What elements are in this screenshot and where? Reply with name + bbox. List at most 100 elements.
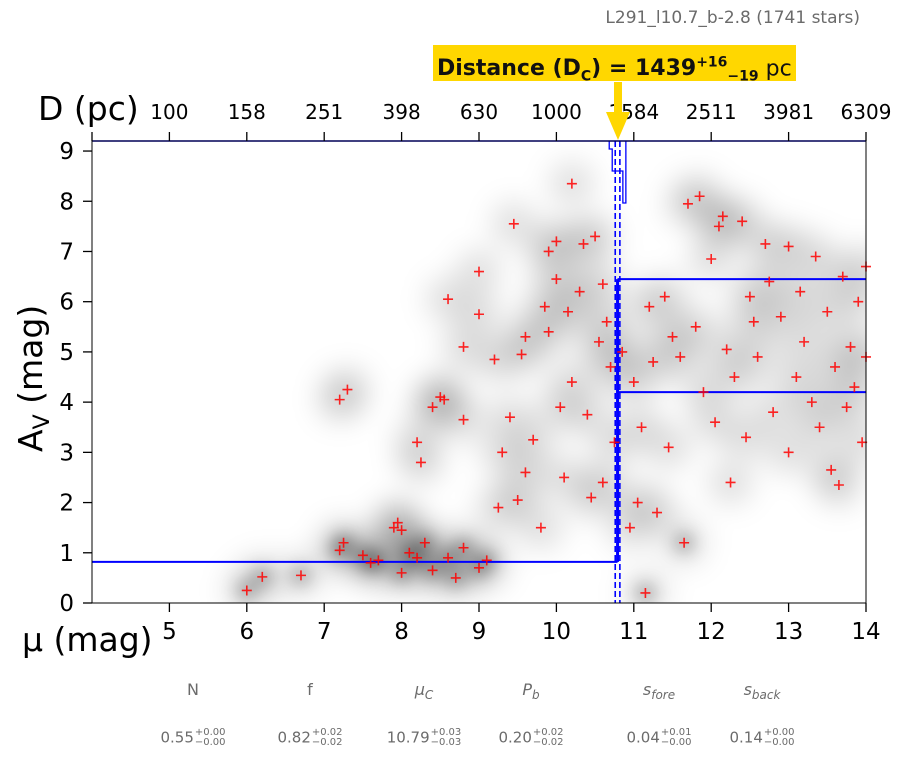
- star-point: [582, 409, 593, 420]
- star-point: [578, 238, 589, 249]
- x-axis-label: μ (mag): [22, 620, 153, 659]
- star-point: [636, 422, 647, 433]
- star-point: [439, 394, 450, 405]
- star-point: [334, 545, 345, 556]
- star-point: [404, 547, 415, 558]
- star-point: [443, 552, 454, 563]
- param-value: 10.79 +0.03 −0.03: [386, 727, 462, 748]
- star-point: [419, 537, 430, 548]
- top-tick-label: 100: [150, 100, 188, 124]
- star-point: [257, 571, 268, 582]
- star-point: [833, 479, 844, 490]
- star-point: [458, 341, 469, 352]
- param-value: 0.55 +0.00 −0.00: [160, 727, 226, 748]
- star-point: [810, 251, 821, 262]
- star-point: [551, 236, 562, 247]
- star-point: [493, 502, 504, 513]
- star-point: [365, 557, 376, 568]
- star-point: [481, 555, 492, 566]
- star-point: [795, 286, 806, 297]
- star-point: [721, 344, 732, 355]
- star-point: [520, 331, 531, 342]
- star-point: [640, 587, 651, 598]
- param-value: 0.82 +0.02 −0.02: [277, 727, 343, 748]
- star-point: [741, 432, 752, 443]
- star-point: [837, 271, 848, 282]
- star-point: [857, 437, 868, 448]
- star-point: [543, 246, 554, 257]
- star-point: [713, 221, 724, 232]
- x-tick-label: 8: [394, 619, 409, 645]
- star-point: [783, 447, 794, 458]
- star-point: [644, 301, 655, 312]
- star-point: [474, 266, 484, 277]
- star-point: [508, 218, 519, 229]
- star-point: [342, 384, 353, 395]
- density-background: [224, 161, 866, 603]
- star-point: [566, 377, 577, 388]
- star-point: [474, 562, 484, 573]
- star-point: [760, 238, 771, 249]
- star-point: [241, 585, 252, 596]
- top-tick-label: 398: [383, 100, 421, 124]
- star-point: [396, 525, 407, 536]
- star-point: [648, 356, 659, 367]
- star-point: [489, 354, 500, 365]
- star-point: [392, 517, 403, 528]
- star-point: [659, 291, 670, 302]
- x-tick-label: 13: [774, 619, 803, 645]
- density-cloud: [224, 161, 866, 603]
- star-point: [373, 555, 384, 566]
- param-name: sfore: [642, 680, 676, 703]
- star-point: [334, 394, 345, 405]
- param-value: 0.14 +0.00 −0.00: [729, 727, 795, 748]
- star-point: [543, 326, 554, 337]
- star-point: [624, 522, 635, 533]
- x-tick-label: 5: [162, 619, 177, 645]
- star-point: [566, 178, 577, 189]
- y-tick-label: 1: [59, 541, 74, 567]
- distance-arrow-icon: [606, 112, 630, 140]
- star-point: [667, 331, 678, 342]
- star-point: [474, 309, 484, 320]
- star-point: [679, 537, 690, 548]
- star-point: [388, 522, 399, 533]
- star-point: [628, 377, 639, 388]
- param-name: N: [187, 680, 199, 699]
- star-point: [590, 231, 601, 242]
- y-tick-label: 2: [59, 491, 74, 517]
- star-point: [458, 542, 469, 553]
- posterior-histogram: [608, 141, 627, 204]
- param-name: Pb: [522, 680, 540, 703]
- param-value: 0.04 +0.01 −0.00: [626, 727, 692, 748]
- x-tick-label: 6: [239, 619, 254, 645]
- y-tick-label: 5: [59, 340, 74, 366]
- star-point: [748, 316, 759, 327]
- star-point: [458, 414, 469, 425]
- x-tick-label: 14: [851, 619, 880, 645]
- star-point: [516, 349, 527, 360]
- param-name: f: [307, 680, 313, 699]
- model-lines: [92, 140, 866, 603]
- star-point: [551, 274, 562, 285]
- star-point: [427, 565, 438, 576]
- param-name: μC: [414, 680, 434, 703]
- star-point: [563, 306, 574, 317]
- top-tick-label: 3981: [763, 100, 814, 124]
- star-point: [737, 216, 748, 227]
- page-title: L291_l10.7_b-2.8 (1741 stars): [605, 8, 860, 28]
- star-point: [690, 321, 701, 332]
- star-point: [586, 492, 597, 503]
- star-point: [806, 397, 817, 408]
- x-tick-label: 7: [317, 619, 332, 645]
- star-point: [528, 434, 539, 445]
- star-point: [849, 382, 860, 393]
- star-point: [799, 336, 810, 347]
- star-point: [710, 417, 721, 428]
- top-tick-label: 630: [460, 100, 498, 124]
- star-point: [717, 211, 728, 222]
- star-point: [853, 296, 864, 307]
- star-point: [791, 372, 802, 383]
- star-point: [617, 346, 628, 357]
